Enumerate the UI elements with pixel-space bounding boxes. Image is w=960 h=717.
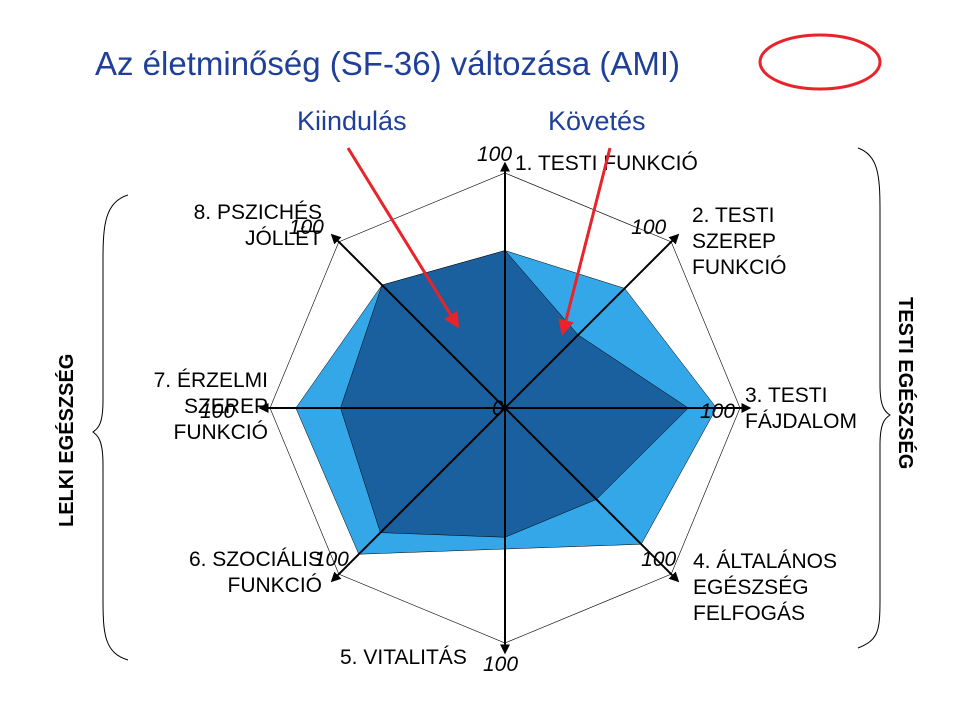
side-label-left: LELKI EGÉSZSÉG xyxy=(55,354,78,527)
legend-followup: Követés xyxy=(548,106,646,136)
tick-label-axis-8: 100 xyxy=(289,216,324,239)
axis-line-2 xyxy=(504,233,680,409)
chart-title: Az életminőség (SF-36) változása (AMI) xyxy=(95,45,680,82)
left-side-bracket xyxy=(92,194,129,661)
tick-label-axis-2: 100 xyxy=(631,216,666,239)
tick-label-axis-7: 100 xyxy=(200,400,235,423)
axis-label-7: 7. ÉRZELMI SZEREP FUNKCIÓ xyxy=(154,369,268,444)
tick-label-axis-4: 100 xyxy=(641,548,676,571)
legend-baseline: Kiindulás xyxy=(297,106,407,136)
axis-line-4 xyxy=(504,407,680,583)
ami-highlight-circle xyxy=(758,33,882,91)
axis-label-4: 4. ÁLTALÁNOS EGÉSZSÉG FELFOGÁS xyxy=(693,550,837,625)
side-label-right: TESTI EGÉSZSÉG xyxy=(894,297,917,469)
axis-label-3: 3. TESTI FÁJDALOM xyxy=(745,384,857,433)
axis-line-8 xyxy=(330,233,506,409)
right-side-bracket xyxy=(857,147,891,649)
tick-label-axis-1: 100 xyxy=(477,143,512,166)
tick-label-axis-5: 100 xyxy=(483,653,518,676)
axis-label-6: 6. SZOCIÁLIS FUNKCIÓ xyxy=(189,548,322,597)
outer-grid-octagon xyxy=(269,172,741,644)
axis-line-6 xyxy=(330,407,506,583)
tick-label-axis-6: 100 xyxy=(314,548,349,571)
axis-label-5: 5. VITALITÁS xyxy=(340,646,467,669)
tick-label-axis-3: 100 xyxy=(700,400,735,423)
axis-label-8: 8. PSZICHÉS JÓLLÉT xyxy=(194,201,323,250)
axis-label-2: 2. TESTI SZEREP FUNKCIÓ xyxy=(692,204,787,279)
baseline-pointer-arrow xyxy=(346,147,460,329)
followup-pointer-arrow xyxy=(558,147,612,336)
center-label: 0 xyxy=(492,397,504,420)
